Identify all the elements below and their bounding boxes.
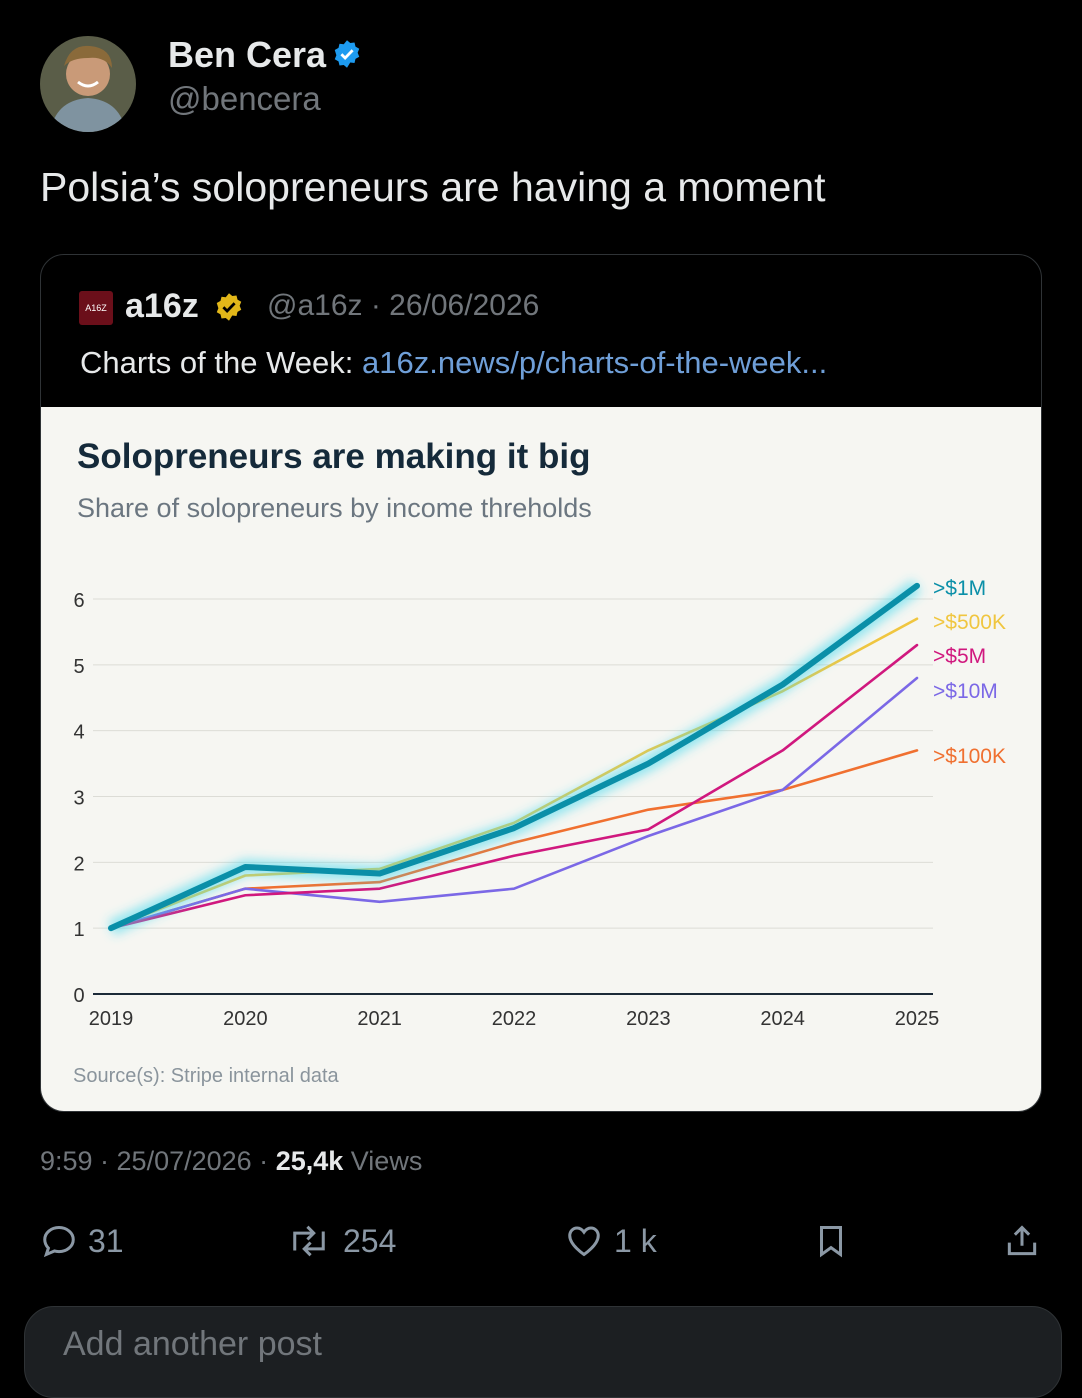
- chart-title: Solopreneurs are making it big: [77, 437, 591, 476]
- x-tick-label: 2025: [895, 1008, 940, 1030]
- post-timestamp: 9:59 · 25/07/2026 ·: [40, 1146, 269, 1176]
- series-line: [109, 676, 919, 930]
- quoted-link[interactable]: a16z.news/p/charts-of-the-week...: [362, 345, 828, 380]
- series-line: [109, 643, 919, 930]
- reply-composer[interactable]: Add another post: [24, 1306, 1062, 1398]
- quoted-text-prefix: Charts of the Week:: [80, 345, 354, 380]
- reply-button[interactable]: 31: [40, 1220, 124, 1262]
- chart-subtitle: Share of solopreneurs by income threhold…: [77, 493, 592, 523]
- post-meta: 9:59 · 25/07/2026 · 25,4k Views: [40, 1146, 422, 1177]
- views-label: Views: [350, 1146, 423, 1176]
- avatar[interactable]: [40, 36, 136, 132]
- x-tick-label: 2019: [89, 1008, 134, 1030]
- x-tick-label: 2024: [760, 1008, 805, 1030]
- chart-source: Source(s): Stripe internal data: [73, 1065, 339, 1087]
- quoted-author-name[interactable]: a16z: [125, 287, 199, 325]
- y-tick-label: 2: [73, 853, 84, 875]
- a16z-logo: A16Z: [79, 291, 113, 325]
- y-tick-label: 6: [73, 590, 84, 612]
- line-chart: 0 1 2 3 4 5 6 2019 2020 2021 2022 2023 2024 2025 >$100…: [73, 577, 1006, 1030]
- author-name[interactable]: Ben Cera: [168, 34, 327, 75]
- quoted-handle-date: @a16z · 26/06/2026: [267, 289, 540, 322]
- reply-count: 31: [88, 1222, 124, 1259]
- like-count: 1 k: [614, 1222, 657, 1259]
- like-button[interactable]: 1 k: [564, 1220, 657, 1262]
- series-line: [108, 582, 920, 932]
- reply-icon: [43, 1226, 75, 1258]
- post-text: Polsia’s solopreneurs are having a momen…: [40, 164, 826, 210]
- share-icon: [1007, 1225, 1037, 1256]
- repost-icon: [293, 1225, 325, 1257]
- heart-icon: [568, 1226, 600, 1257]
- series-label: >$1M: [933, 577, 986, 600]
- series-label: >$500K: [933, 611, 1006, 634]
- quoted-text: Charts of the Week: a16z.news/p/charts-o…: [80, 345, 827, 381]
- bookmark-button[interactable]: [812, 1220, 860, 1262]
- x-tick-label: 2020: [223, 1008, 267, 1030]
- quoted-post[interactable]: A16Z a16z @a16z · 26/06/2026 Charts of t…: [40, 254, 1042, 1112]
- verified-badge-icon: [334, 40, 360, 68]
- author-handle[interactable]: @bencera: [168, 80, 321, 117]
- share-button[interactable]: [1003, 1220, 1051, 1262]
- series-label: >$5M: [933, 645, 986, 668]
- series-label: >$10M: [933, 680, 998, 703]
- y-tick-label: 0: [73, 985, 84, 1007]
- series-glow: [107, 579, 922, 936]
- composer-placeholder: Add another post: [63, 1325, 322, 1363]
- views-count: 25,4k: [275, 1146, 344, 1176]
- y-tick-label: 3: [73, 788, 84, 810]
- repost-count: 254: [343, 1222, 397, 1259]
- x-tick-label: 2021: [357, 1008, 402, 1030]
- bookmark-icon: [819, 1226, 843, 1258]
- y-tick-label: 1: [73, 919, 84, 941]
- y-tick-label: 5: [73, 656, 84, 678]
- gold-verified-badge-icon: [216, 293, 242, 321]
- series-label: >$100K: [933, 745, 1006, 768]
- y-tick-label: 4: [73, 722, 84, 744]
- x-tick-label: 2023: [626, 1008, 671, 1030]
- x-tick-label: 2022: [492, 1008, 537, 1030]
- repost-button[interactable]: 254: [285, 1220, 396, 1262]
- chart-image[interactable]: Solopreneurs are making it big Share of …: [41, 407, 1041, 1111]
